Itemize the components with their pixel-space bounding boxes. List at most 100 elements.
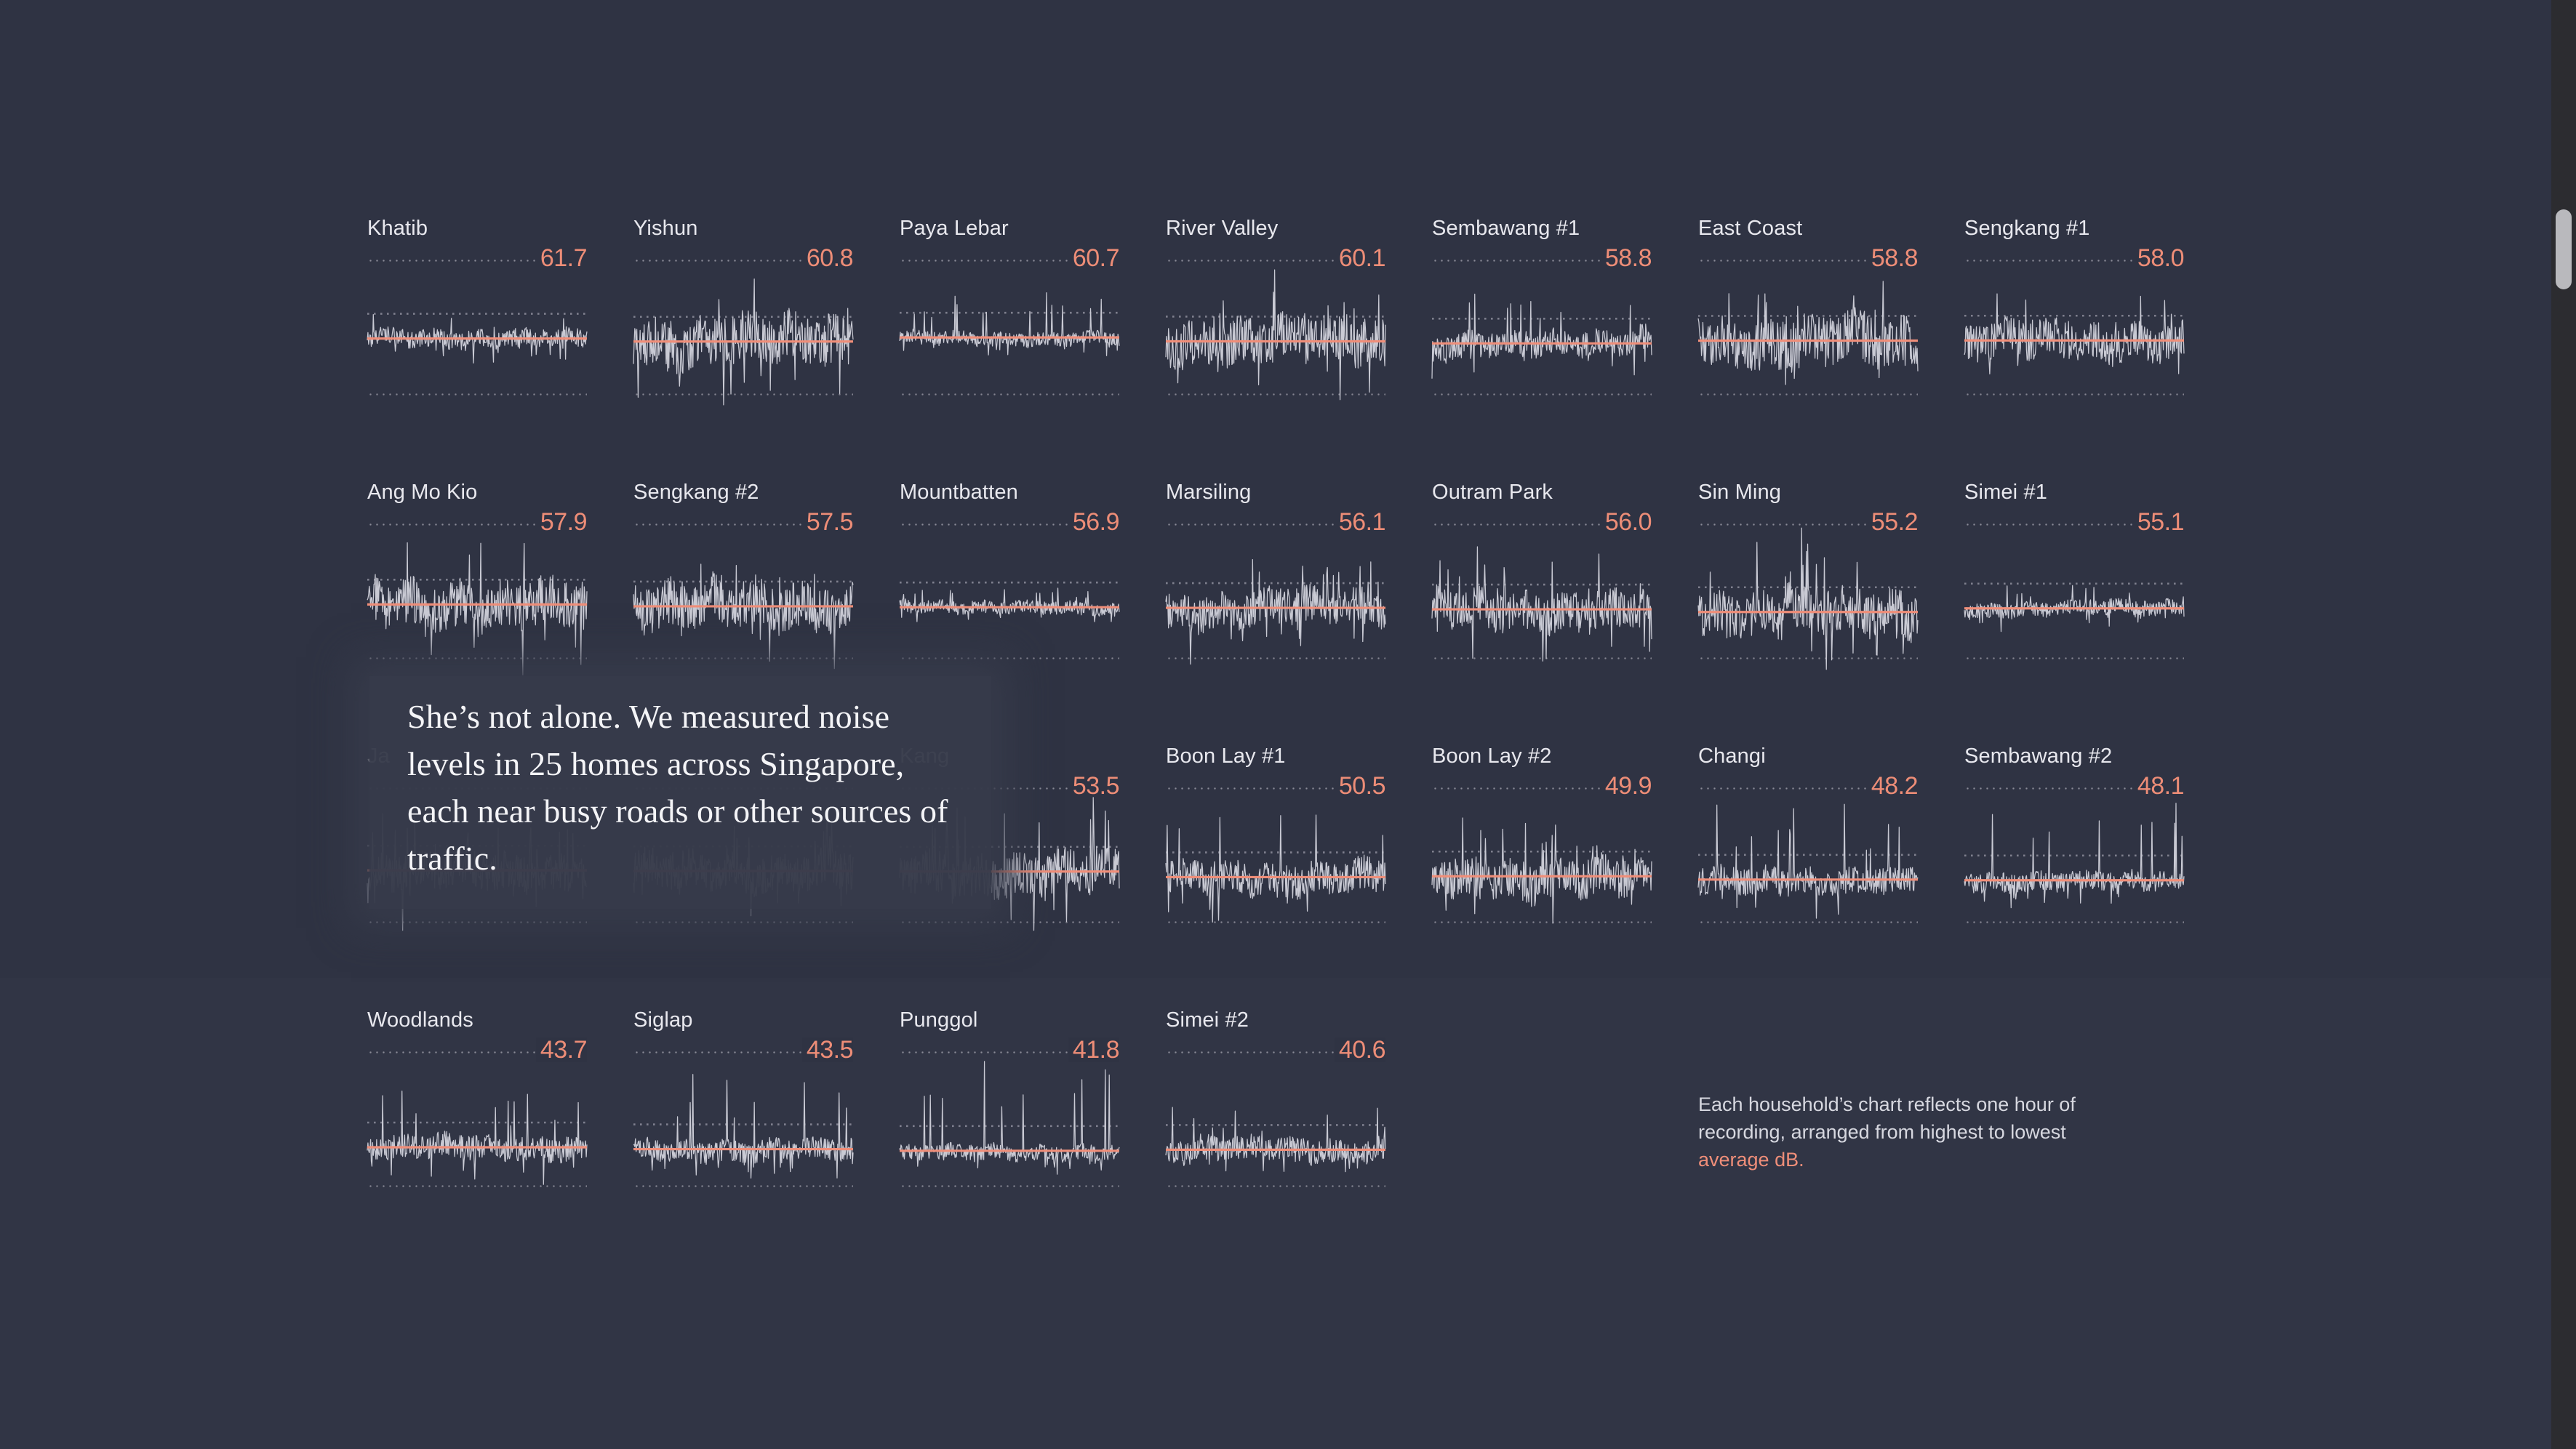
upper-dotted-gridline — [633, 523, 853, 526]
sparkline-average-db-value: 43.7 — [535, 1037, 588, 1062]
lower-dotted-gridline — [1698, 393, 1918, 396]
sparkline-cell[interactable]: Boon Lay #2 49.9 — [1432, 746, 1698, 1010]
sparkline-upper-gridline-group: 48.2 — [1698, 774, 1919, 800]
footnote-highlight: average dB. — [1698, 1149, 1804, 1171]
sparkline-cell[interactable]: Paya Lebar 60.7 — [900, 218, 1166, 482]
sparkline-cell[interactable]: Yishun 60.8 — [633, 218, 900, 482]
chart-footnote: Each household’s chart reflects one hour… — [1698, 1091, 2135, 1173]
lower-dotted-gridline — [900, 921, 1119, 923]
upper-dotted-gridline — [1964, 260, 2184, 262]
sparkline-average-db-value: 55.1 — [2132, 510, 2185, 534]
sparkline-cell[interactable]: Boon Lay #1 50.5 — [1166, 746, 1432, 1010]
sparkline-average-db-value: 56.9 — [1068, 510, 1120, 534]
sparkline-upper-gridline-group: 55.2 — [1698, 510, 1919, 536]
sparkline-cell[interactable]: Mountbatten 56.9 — [900, 482, 1166, 746]
sparkline-title: Sin Ming — [1698, 481, 1782, 504]
noise-trace — [1698, 281, 1918, 385]
sparkline-title: Paya Lebar — [900, 217, 1009, 240]
sparkline-title: Simei #1 — [1964, 481, 2048, 504]
sparkline-waveform — [1432, 543, 1652, 667]
sparkline-title: Sembawang #2 — [1964, 744, 2113, 768]
page-scrollbar-track[interactable] — [2551, 0, 2576, 1449]
sparkline-average-db-value: 53.5 — [1068, 774, 1120, 798]
noise-trace — [633, 564, 853, 669]
upper-dotted-gridline — [367, 523, 587, 526]
upper-dotted-gridline — [1166, 523, 1385, 526]
sparkline-cell[interactable]: Simei #2 40.6 — [1166, 1010, 1432, 1274]
sparkline-average-db-value: 40.6 — [1334, 1037, 1386, 1062]
sparkline-cell[interactable]: Changi 48.2 — [1698, 746, 1964, 1010]
lower-dotted-gridline — [1166, 1185, 1385, 1187]
sparkline-cell[interactable]: Sembawang #2 48.1 — [1964, 746, 2231, 1010]
sparkline-upper-gridline-group: 53.5 — [900, 774, 1120, 800]
upper-dotted-gridline — [367, 1051, 587, 1053]
sparkline-title: Simei #2 — [1166, 1008, 1249, 1032]
sparkline-cell[interactable]: Khatib 61.7 — [367, 218, 633, 482]
sparkline-average-db-value: 56.1 — [1334, 510, 1386, 534]
sparkline-cell[interactable]: East Coast 58.8 — [1698, 218, 1964, 482]
sparkline-title: Changi — [1698, 744, 1766, 768]
sparkline-average-db-value: 57.9 — [535, 510, 588, 534]
sparkline-upper-gridline-group: 43.5 — [633, 1037, 854, 1064]
sparkline-cell[interactable]: Outram Park 56.0 — [1432, 482, 1698, 746]
sparkline-title: Woodlands — [367, 1008, 473, 1032]
sparkline-waveform — [900, 1071, 1119, 1195]
sparkline-cell[interactable]: Woodlands 43.7 — [367, 1010, 633, 1274]
sparkline-title: Boon Lay #2 — [1432, 744, 1552, 768]
upper-dotted-gridline — [633, 260, 853, 262]
noise-trace — [1964, 585, 2184, 631]
sparkline-waveform — [1698, 807, 1918, 931]
upper-dotted-gridline — [900, 1051, 1119, 1053]
lower-dotted-gridline — [633, 657, 853, 659]
sparkline-cell[interactable]: Sin Ming 55.2 — [1698, 482, 1964, 746]
upper-dotted-gridline — [900, 523, 1119, 526]
noise-trace — [1432, 818, 1652, 923]
sparkline-cell[interactable]: Sengkang #2 57.5 — [633, 482, 900, 746]
sparkline-average-db-value: 41.8 — [1068, 1037, 1120, 1062]
sparkline-cell[interactable]: Simei #1 55.1 — [1964, 482, 2231, 746]
lower-dotted-gridline — [1964, 657, 2184, 659]
sparkline-upper-gridline-group: 58.8 — [1432, 246, 1652, 272]
upper-dotted-gridline — [1166, 260, 1385, 262]
sparkline-average-db-value: 58.0 — [2132, 246, 2185, 270]
sparkline-cell[interactable]: Punggol 41.8 — [900, 1010, 1166, 1274]
lower-dotted-gridline — [900, 393, 1119, 396]
sparkline-cell[interactable]: Siglap 43.5 — [633, 1010, 900, 1274]
noise-trace — [900, 1061, 1119, 1174]
sparkline-upper-gridline-group: 60.7 — [900, 246, 1120, 272]
noise-trace — [633, 1075, 853, 1179]
sparkline-title: River Valley — [1166, 217, 1279, 240]
sparkline-cell[interactable]: Ang Mo Kio 57.9 — [367, 482, 633, 746]
noise-trace — [367, 1091, 587, 1184]
sparkline-title: Outram Park — [1432, 481, 1553, 504]
sparkline-waveform — [1964, 543, 2184, 667]
noise-trace — [900, 293, 1119, 356]
sparkline-cell[interactable]: Sengkang #1 58.0 — [1964, 218, 2231, 482]
sparkline-waveform — [900, 543, 1119, 667]
noise-trace — [1432, 294, 1652, 379]
noise-trace — [1166, 1107, 1385, 1171]
upper-dotted-gridline — [367, 260, 587, 262]
sparkline-cell[interactable]: Marsiling 56.1 — [1166, 482, 1432, 746]
sparkline-waveform — [1166, 1071, 1385, 1195]
sparkline-title: Yishun — [633, 217, 698, 240]
sparkline-waveform — [1964, 279, 2184, 403]
sparkline-waveform — [367, 543, 587, 667]
sparkline-title: Sengkang #1 — [1964, 217, 2090, 240]
sparkline-upper-gridline-group: 60.8 — [633, 246, 854, 272]
sparkline-waveform — [633, 279, 853, 403]
sparkline-upper-gridline-group: 43.7 — [367, 1037, 588, 1064]
sparkline-waveform — [1698, 279, 1918, 403]
page-scrollbar-thumb[interactable] — [2556, 209, 2572, 289]
lower-dotted-gridline — [1432, 393, 1652, 396]
sparkline-upper-gridline-group: 40.6 — [1166, 1037, 1386, 1064]
noise-trace — [367, 543, 587, 675]
sparkline-cell[interactable]: River Valley 60.1 — [1166, 218, 1432, 482]
sparkline-waveform — [1964, 807, 2184, 931]
sparkline-title: Boon Lay #1 — [1166, 744, 1286, 768]
sparkline-grid: Khatib 61.7 Yishun 60.8 Paya Lebar 60.7 River … — [367, 218, 2218, 1274]
sparkline-title: Mountbatten — [900, 481, 1018, 504]
noise-trace — [1964, 294, 2184, 374]
sparkline-cell[interactable]: Sembawang #1 58.8 — [1432, 218, 1698, 482]
lower-dotted-gridline — [1964, 921, 2184, 923]
